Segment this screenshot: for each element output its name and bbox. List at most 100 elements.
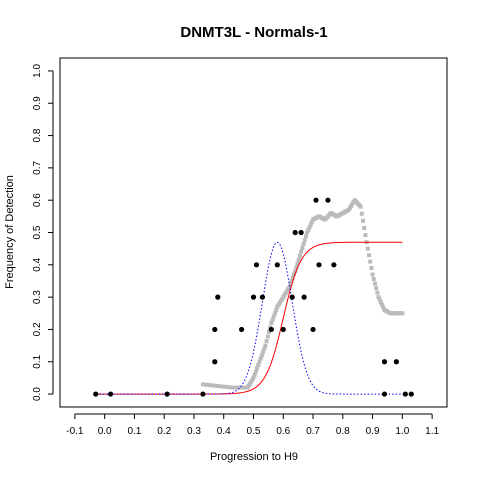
data-point	[408, 391, 414, 397]
grey-smoothed-point	[302, 238, 307, 243]
data-point	[313, 197, 319, 203]
y-tick-label: 0.5	[32, 225, 43, 239]
grey-smoothed-point	[227, 385, 232, 390]
grey-smoothed-point	[233, 385, 238, 390]
x-tick-label: -0.1	[66, 426, 84, 437]
blue-gaussian-curve	[95, 241, 403, 395]
grey-smoothed-point	[359, 211, 364, 216]
grey-smoothed-point	[257, 359, 262, 364]
data-point	[164, 391, 170, 397]
grey-smoothed-point	[259, 353, 264, 358]
x-tick-label: 1.0	[395, 426, 409, 437]
data-point	[289, 294, 295, 300]
grey-smoothed-point	[378, 300, 383, 305]
data-point	[298, 229, 304, 236]
grey-smoothed-point	[200, 382, 205, 387]
y-tick-label: 0.6	[32, 193, 43, 207]
data-point	[325, 197, 331, 203]
grey-smoothed-point	[236, 385, 241, 390]
data-point	[393, 359, 399, 365]
x-tick-label: 1.1	[425, 426, 439, 437]
grey-smoothed-point	[295, 261, 300, 266]
data-point	[280, 326, 286, 333]
data-point	[292, 229, 298, 236]
x-tick-label: 0.8	[336, 426, 350, 437]
grey-smoothed-point	[301, 242, 306, 247]
grey-smoothed-point	[264, 339, 269, 344]
grey-smoothed-point	[263, 343, 268, 348]
grey-smoothed-point	[287, 285, 292, 290]
grey-smoothed-point	[242, 385, 247, 390]
grey-smoothed-point	[375, 290, 380, 295]
grey-smoothed-point	[266, 330, 271, 335]
grey-smoothed-point	[362, 225, 367, 230]
y-axis-label: Frequency of Detection	[4, 175, 16, 289]
grey-smoothed-point	[305, 230, 310, 235]
data-point	[93, 391, 99, 397]
data-point	[200, 391, 206, 397]
y-tick-label: 0.8	[32, 128, 43, 142]
grey-smoothed-point	[363, 233, 368, 238]
data-point	[381, 359, 388, 365]
x-tick-label: 0.6	[276, 426, 290, 437]
grey-smoothed-point	[380, 302, 385, 307]
grey-smoothed-point	[308, 222, 313, 227]
grey-smoothed-point	[212, 383, 217, 388]
grey-smoothed-point	[272, 311, 277, 316]
plot-frame	[59, 57, 448, 408]
grey-smoothed-point	[369, 266, 374, 271]
grey-smoothed-point	[288, 282, 293, 287]
data-point	[215, 294, 221, 300]
grey-smoothed-point	[358, 204, 363, 209]
data-point	[212, 326, 218, 333]
grey-smoothed-point	[299, 249, 304, 254]
grey-smoothed-point	[252, 372, 257, 377]
grey-smoothed-point	[230, 385, 235, 390]
data-point	[268, 326, 274, 333]
grey-smoothed-point	[300, 246, 305, 251]
data-point	[402, 391, 408, 397]
y-tick-label: 0.9	[32, 96, 43, 110]
y-tick-label: 0.7	[32, 160, 43, 174]
data-point	[212, 359, 218, 365]
grey-smoothed-point	[256, 362, 261, 367]
grey-smoothed-point	[309, 220, 314, 225]
grey-smoothed-point	[381, 305, 386, 310]
x-tick-label: 0.2	[157, 426, 171, 437]
grey-smoothed-point	[370, 272, 375, 277]
grey-smoothed-point	[218, 384, 223, 389]
data-point	[310, 326, 316, 333]
grey-smoothed-point	[367, 253, 372, 258]
grey-smoothed-point	[239, 385, 244, 390]
plot-area	[93, 197, 414, 397]
data-point	[316, 262, 322, 268]
grey-smoothed-point	[289, 278, 294, 283]
grey-smoothed-point	[376, 295, 381, 300]
grey-smoothed-point	[262, 346, 267, 351]
grey-smoothed-point	[365, 246, 370, 251]
grey-smoothed-point	[203, 382, 208, 387]
grey-smoothed-point	[374, 286, 379, 291]
y-tick-label: 0.4	[32, 257, 43, 271]
grey-smoothed-point	[372, 281, 377, 286]
grey-smoothed-point	[215, 383, 220, 388]
x-axis-label: Progression to H9	[210, 451, 298, 463]
grey-smoothed-point	[296, 257, 301, 262]
grey-smoothed-point	[265, 334, 270, 339]
grey-smoothed-point	[270, 317, 275, 322]
x-tick-label: 0.9	[366, 426, 380, 437]
grey-smoothed-point	[251, 375, 256, 380]
red-sigmoid-curve	[95, 241, 403, 395]
grey-smoothed-point	[297, 253, 302, 258]
x-axis: -0.1 0.0 0.1 0.2 0.3 0.4 0.5 0.6 0.7 0.8 0.9 1.0 1.1	[66, 413, 440, 437]
data-point	[331, 262, 337, 268]
grey-smoothed-point	[303, 234, 308, 239]
grey-smoothed-point	[291, 272, 296, 277]
grey-smoothed-point	[209, 383, 214, 388]
grey-smoothed-point	[290, 275, 295, 280]
grey-smoothed-point	[377, 297, 382, 302]
data-point	[381, 391, 388, 397]
data-point	[259, 294, 266, 300]
grey-smoothed-point	[274, 308, 279, 313]
